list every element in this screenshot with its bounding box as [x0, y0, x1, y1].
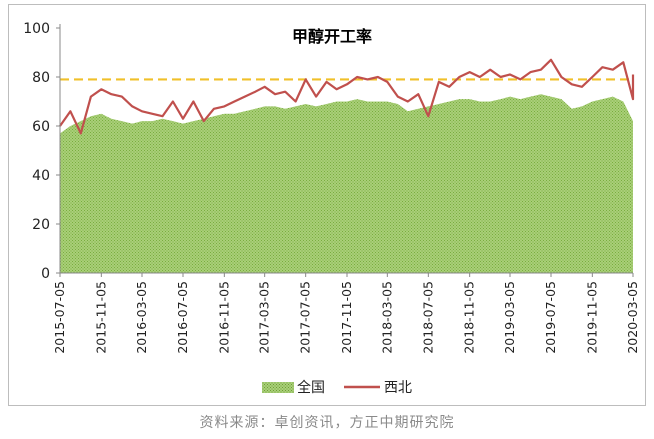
x-tick-label: 2019-03-05: [502, 281, 517, 354]
x-tick-label: 2018-03-05: [379, 281, 394, 354]
chart-title: 甲醇开工率: [292, 27, 372, 46]
y-tick-label: 0: [41, 266, 50, 282]
x-tick-label: 2016-11-05: [216, 281, 231, 354]
y-tick-label: 40: [32, 168, 50, 184]
chart: 甲醇开工率 0 20 40 60 80 100 2015-07-05 2015-11-05 20…: [23, 21, 640, 396]
y-tick-label: 20: [32, 217, 50, 233]
x-tick-label: 2017-03-05: [257, 281, 272, 354]
legend-label-national: 全国: [297, 379, 325, 396]
x-tick-label: 2017-07-05: [298, 281, 313, 354]
x-tick-label: 2016-07-05: [175, 281, 190, 354]
x-tick-label: 2018-11-05: [462, 281, 477, 354]
y-tick-label: 80: [32, 70, 50, 86]
x-tick-label: 2015-11-05: [93, 281, 108, 354]
x-tick-label: 2018-07-05: [420, 281, 435, 354]
y-tick-label: 60: [32, 119, 50, 135]
series-area-national: [60, 94, 633, 273]
x-tick-label: 2016-03-05: [134, 281, 149, 354]
legend-label-northwest: 西北: [384, 380, 412, 396]
x-tick-label: 2017-11-05: [339, 281, 354, 354]
x-tick-label: 2019-11-05: [584, 281, 599, 354]
x-tick-label: 2019-07-05: [543, 281, 558, 354]
legend: 全国 西北: [262, 379, 412, 396]
series-line-northwest: [59, 58, 635, 135]
x-tick-label: 2015-07-05: [52, 281, 67, 354]
source-note: 资料来源：卓创资讯，方正中期研究院: [199, 415, 455, 431]
legend-swatch-national: [262, 382, 294, 393]
y-tick-label: 100: [23, 21, 50, 37]
x-tick-label: 2020-03-05: [625, 281, 640, 354]
